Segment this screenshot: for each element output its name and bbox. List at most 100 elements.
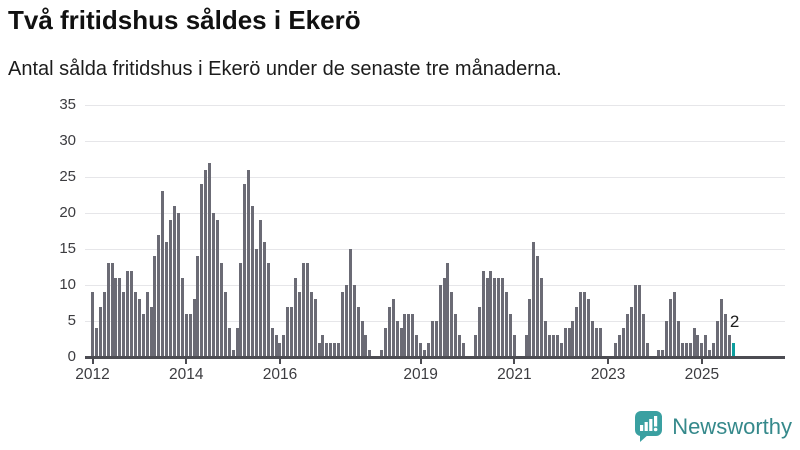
bar xyxy=(219,263,223,357)
bar xyxy=(337,342,341,357)
bar xyxy=(481,270,485,357)
bar xyxy=(618,335,622,357)
bar xyxy=(247,169,251,357)
x-axis-tick-label: 2012 xyxy=(75,366,110,383)
bar xyxy=(266,263,270,357)
bar xyxy=(508,313,512,357)
bar xyxy=(630,306,634,357)
bar xyxy=(544,321,548,357)
bar xyxy=(622,328,626,357)
bar xyxy=(555,335,559,357)
y-axis-tick-label: 20 xyxy=(59,204,76,221)
bar xyxy=(153,256,157,357)
bar xyxy=(477,306,481,357)
bar xyxy=(399,328,403,357)
bar xyxy=(559,342,563,357)
bar xyxy=(462,342,466,357)
bar xyxy=(473,335,477,357)
bar xyxy=(215,220,219,357)
bar xyxy=(548,335,551,357)
gridline xyxy=(85,213,785,214)
bar xyxy=(692,328,696,357)
bar xyxy=(411,313,415,357)
bar xyxy=(282,335,286,357)
bar xyxy=(333,342,337,357)
bar xyxy=(133,292,137,357)
x-axis-tick-label: 2025 xyxy=(684,366,720,383)
bar xyxy=(676,321,680,357)
bar xyxy=(688,342,692,357)
bar xyxy=(423,349,426,357)
bar xyxy=(305,263,309,357)
x-axis-tick-label: 2014 xyxy=(168,366,204,383)
bar xyxy=(149,306,153,357)
bar-chart-speech-bubble-icon xyxy=(635,411,663,442)
bar xyxy=(587,299,591,357)
bar xyxy=(313,299,317,357)
bar xyxy=(145,292,149,357)
bar xyxy=(157,234,161,357)
bar xyxy=(98,306,102,357)
bar xyxy=(165,241,169,357)
y-axis-tick-label: 15 xyxy=(59,240,76,257)
bar xyxy=(227,328,231,357)
x-axis-tick-label: 2021 xyxy=(497,366,532,383)
bar xyxy=(626,313,630,357)
bar xyxy=(505,292,509,357)
bar xyxy=(438,285,442,357)
bar xyxy=(700,342,704,357)
bar xyxy=(294,277,298,357)
x-axis-tick-mark xyxy=(513,359,516,364)
bar xyxy=(161,191,165,357)
bar xyxy=(551,335,555,357)
bar xyxy=(301,263,305,357)
bar xyxy=(126,270,130,357)
bar xyxy=(684,342,688,357)
bar xyxy=(368,349,372,357)
bar xyxy=(176,213,180,357)
bar xyxy=(212,213,216,357)
bar xyxy=(274,335,278,357)
bar xyxy=(118,277,122,357)
bar xyxy=(450,292,454,357)
bar xyxy=(383,328,387,357)
bar xyxy=(309,292,313,357)
bar xyxy=(235,328,239,357)
bar xyxy=(231,349,235,357)
bar xyxy=(704,335,708,357)
bar xyxy=(723,313,727,357)
bar xyxy=(278,342,282,357)
y-axis-tick-label: 10 xyxy=(59,276,76,293)
bar xyxy=(239,263,243,357)
x-axis-tick-mark xyxy=(185,359,188,364)
bar xyxy=(579,292,583,357)
bar xyxy=(719,299,723,357)
bar xyxy=(391,299,395,357)
bar xyxy=(696,335,700,357)
y-axis-tick-label: 35 xyxy=(59,96,76,113)
bar xyxy=(708,349,712,357)
bar xyxy=(680,342,684,357)
y-axis-tick-label: 5 xyxy=(67,312,76,329)
bar xyxy=(110,263,114,357)
gridline xyxy=(85,249,785,250)
bar xyxy=(141,313,145,357)
bar xyxy=(180,277,184,357)
bar xyxy=(665,321,669,357)
bar xyxy=(91,292,94,357)
bar xyxy=(114,277,118,357)
bar xyxy=(661,349,665,357)
bar xyxy=(106,263,110,357)
bar xyxy=(395,321,399,357)
bar xyxy=(290,306,294,357)
x-axis-tick-label: 2016 xyxy=(262,366,298,383)
bar xyxy=(715,321,719,357)
bar xyxy=(243,184,247,357)
bar xyxy=(94,328,98,357)
bar xyxy=(501,277,505,357)
bar xyxy=(196,256,200,357)
highlighted-bar xyxy=(731,342,735,357)
bar xyxy=(317,342,321,357)
x-axis-tick-label: 2019 xyxy=(403,366,438,383)
bar xyxy=(223,292,227,357)
